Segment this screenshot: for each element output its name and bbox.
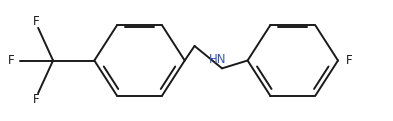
Text: F: F xyxy=(33,93,39,106)
Text: F: F xyxy=(33,15,39,28)
Text: F: F xyxy=(346,54,352,67)
Text: F: F xyxy=(8,54,14,67)
Text: HN: HN xyxy=(209,53,227,66)
